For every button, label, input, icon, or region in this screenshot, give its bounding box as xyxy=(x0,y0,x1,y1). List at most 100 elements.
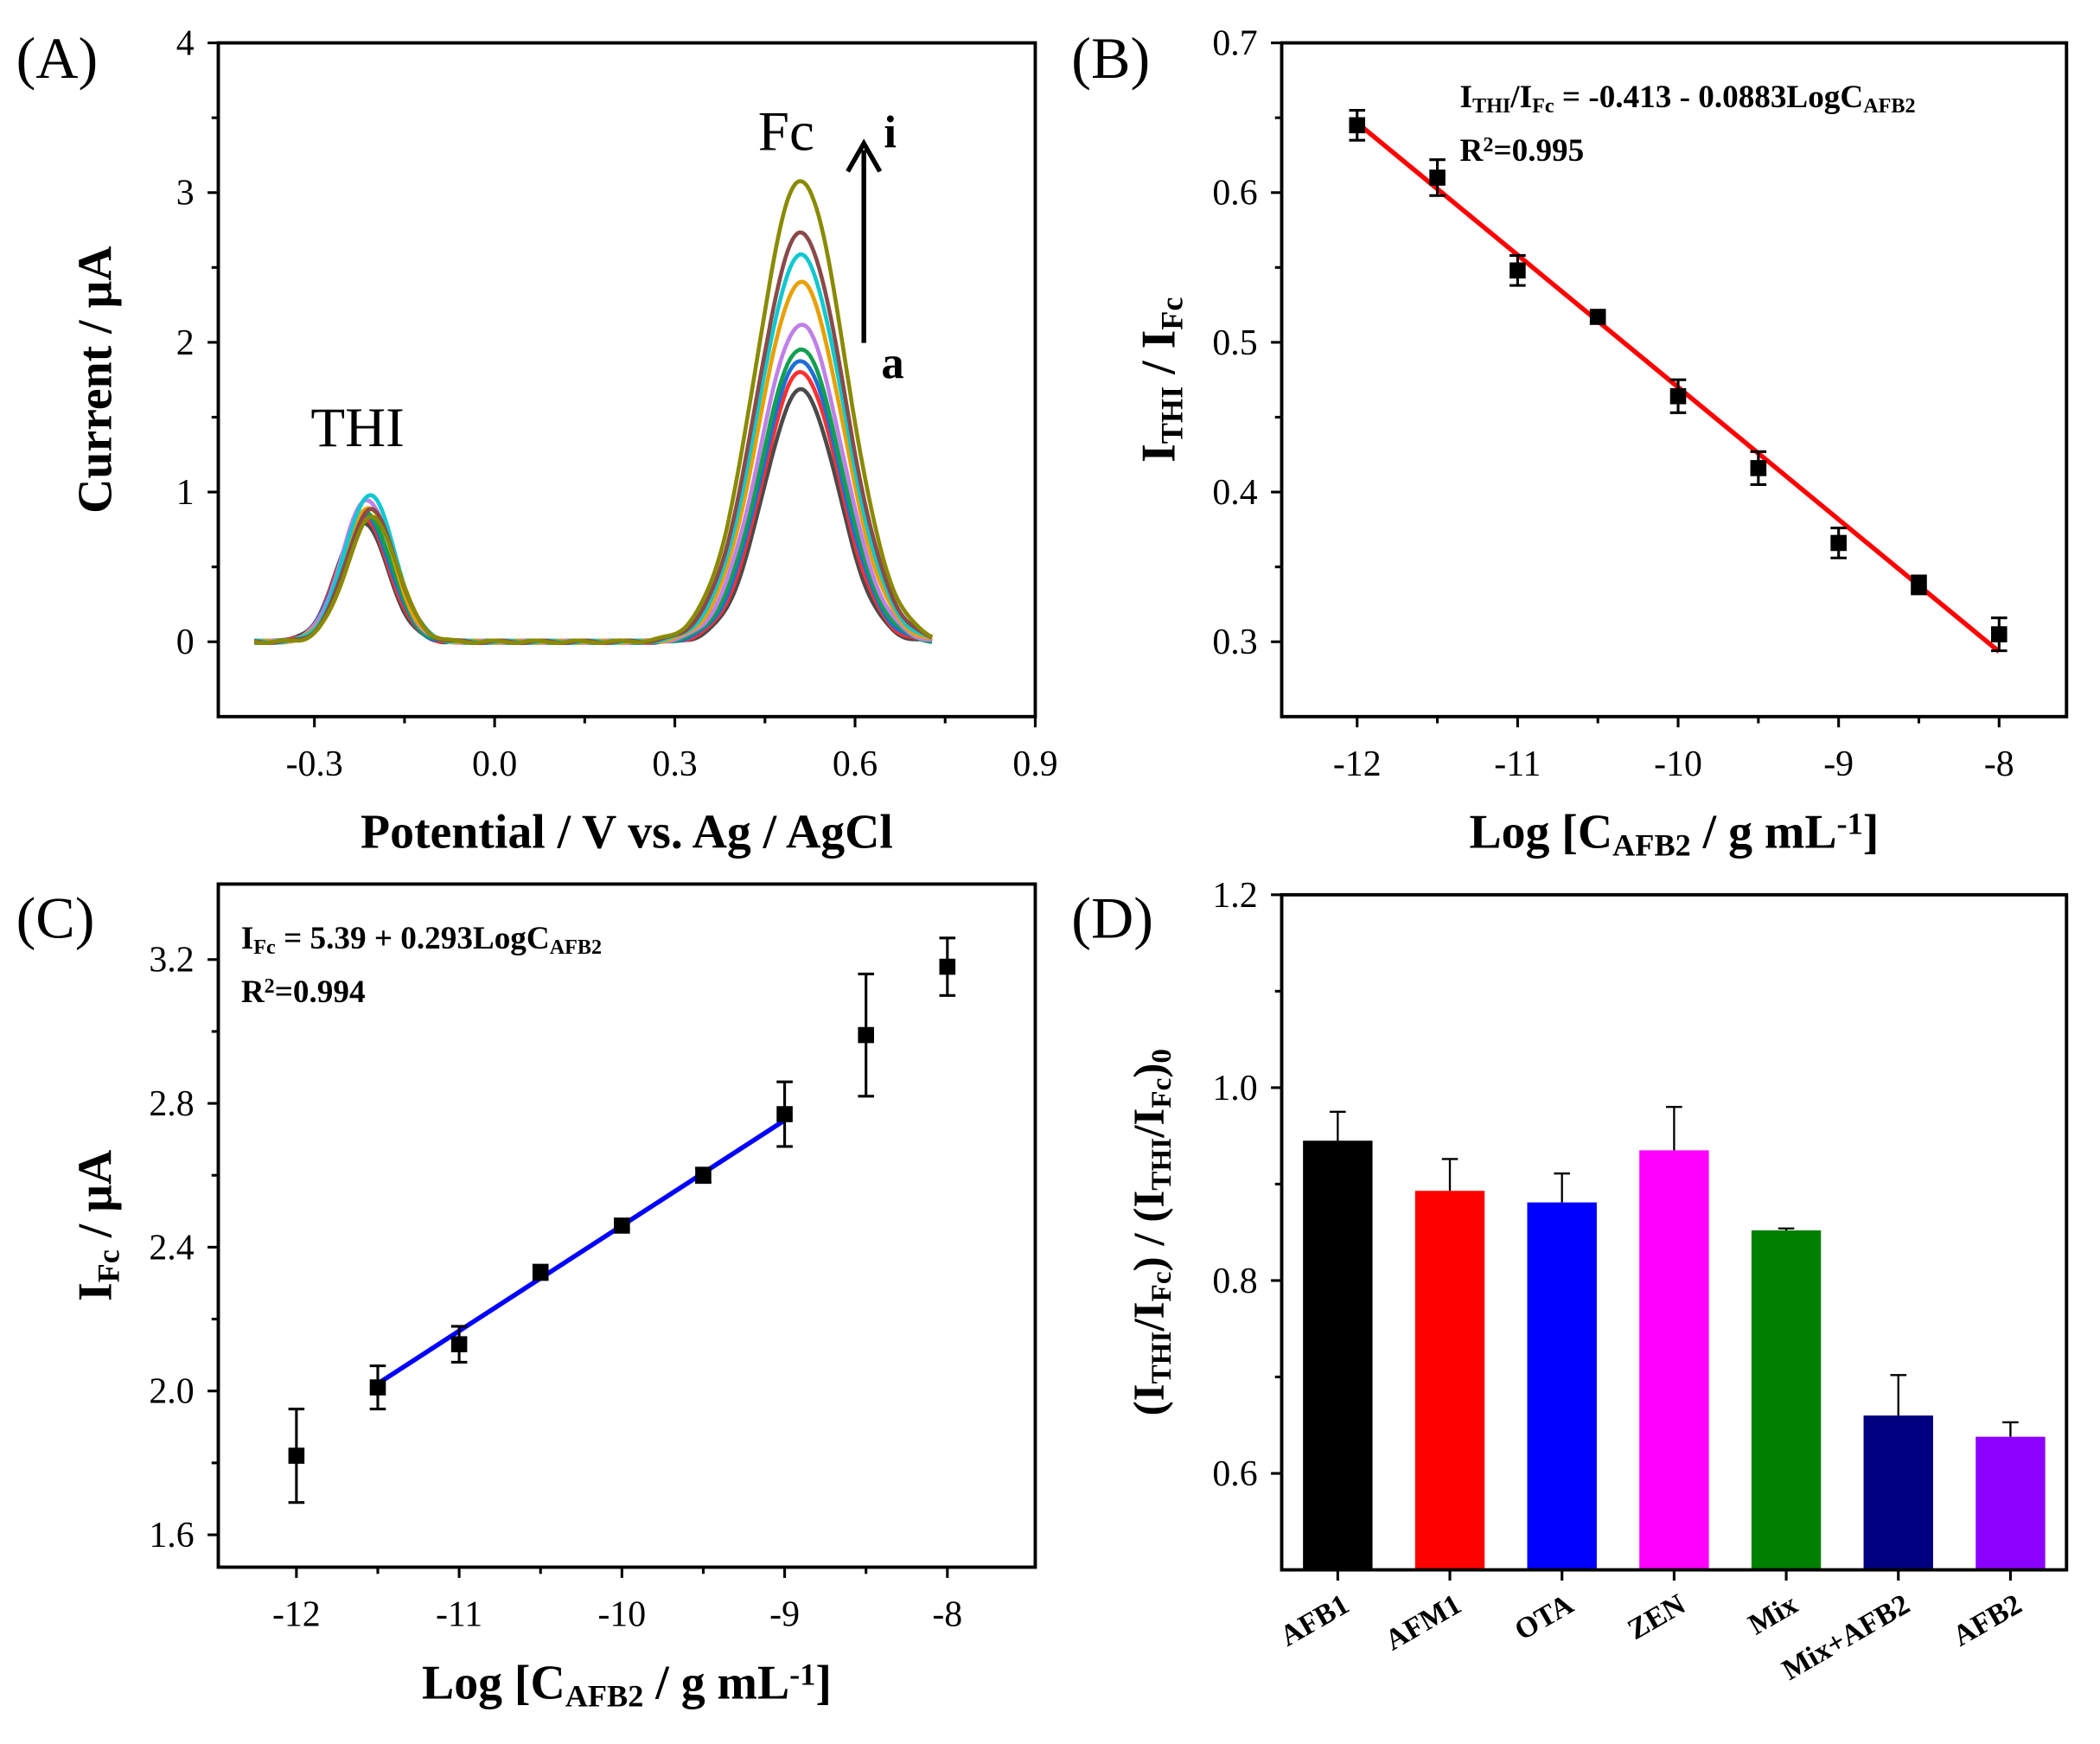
data-point xyxy=(1349,117,1366,134)
x-axis-label-part: AFB2 xyxy=(1612,828,1691,863)
fit-equation: IFc = 5.39 + 0.293LogCAFB2 xyxy=(241,921,602,959)
thi-peak-label: THI xyxy=(310,397,404,459)
arrow-label-top: i xyxy=(884,107,897,157)
data-point xyxy=(450,1336,468,1352)
y-axis-label-part: 0 xyxy=(1146,1049,1178,1064)
bar-ota xyxy=(1527,1202,1597,1570)
panel-d: (D) 0.6 0.8 1.0 1.2 AFB1 AFM1 OTA ZEN MixMix+AFB2… xyxy=(1071,876,2069,1687)
x-axis-label-part: / g mL xyxy=(643,1656,789,1709)
x-axis-label: Potential / V vs. Ag / AgCl xyxy=(361,806,893,859)
fit-equation-part: = 5.39 + 0.293LogC xyxy=(276,921,550,956)
dpv-curve-e xyxy=(253,323,933,645)
x-axis-label-part: / g mL xyxy=(1691,806,1837,859)
y-axis-label-part: I xyxy=(69,1282,123,1301)
x-tick-label: 0.6 xyxy=(833,744,878,784)
bar-afb1 xyxy=(1303,1140,1373,1570)
fit-equation-part: = -0.413 - 0.0883LogC xyxy=(1554,80,1864,115)
bar-mix+afb2 xyxy=(1863,1415,1933,1570)
x-tick-label: -12 xyxy=(272,1595,321,1635)
x-tick-label: -9 xyxy=(1823,744,1854,784)
x-axis-label-part: -1 xyxy=(789,1657,815,1691)
y-axis-label-part: /I xyxy=(1125,1301,1174,1332)
data-point xyxy=(1991,626,2007,642)
y-axis-label-part: THI xyxy=(1146,1332,1178,1384)
fit-equation-part: I xyxy=(1460,80,1472,115)
x-tick-label: -11 xyxy=(436,1595,482,1635)
x-axis-label-part: ] xyxy=(815,1656,832,1709)
x-tick-label: -11 xyxy=(1494,744,1541,784)
data-point xyxy=(532,1264,549,1281)
x-tick-label: OTA xyxy=(1510,1588,1580,1647)
x-axis-label-part: Log [C xyxy=(1469,806,1612,859)
data-point xyxy=(776,1106,793,1122)
x-tick-label: -8 xyxy=(932,1595,962,1635)
x-tick-label: -12 xyxy=(1333,744,1382,784)
y-tick-label: 0.7 xyxy=(1212,24,1257,64)
x-tick-label: AFB2 xyxy=(1948,1588,2027,1653)
y-tick-label: 0.5 xyxy=(1212,323,1257,363)
data-point xyxy=(1429,169,1446,186)
y-tick-label: 3.2 xyxy=(149,941,194,981)
data-point xyxy=(614,1217,630,1234)
panel-label: (B) xyxy=(1071,25,1150,91)
x-tick-label: ZEN xyxy=(1623,1588,1692,1646)
y-axis-label: ITHI / IFc xyxy=(1133,297,1190,462)
x-axis-label: Log [CAFB2 / g mL-1] xyxy=(422,1656,832,1713)
r-squared-part: R xyxy=(241,974,265,1010)
bar-zen xyxy=(1639,1150,1709,1570)
y-tick-label: 0.8 xyxy=(1212,1262,1257,1301)
arrow-head-icon xyxy=(846,138,883,173)
bar-afb2 xyxy=(1976,1436,2046,1570)
y-tick-label: 1.6 xyxy=(149,1516,194,1556)
x-tick-label: -9 xyxy=(769,1595,800,1635)
y-tick-label: 4 xyxy=(176,24,195,64)
fit-equation: ITHI/IFc = -0.413 - 0.0883LogCAFB2 xyxy=(1460,80,1916,118)
data-point xyxy=(1830,534,1847,552)
r-squared-part: =0.994 xyxy=(275,974,366,1010)
y-axis-label: (ITHI/IFc) / (ITHI/IFc)0 xyxy=(1125,1049,1178,1415)
fc-peak-label: Fc xyxy=(758,101,814,163)
x-tick-label: Mix xyxy=(1743,1588,1803,1641)
y-axis-label-part: Fc xyxy=(1146,1271,1178,1301)
x-tick-label: -8 xyxy=(1984,744,2014,784)
y-tick-label: 1 xyxy=(176,473,195,513)
y-tick-label: 2.0 xyxy=(149,1372,194,1412)
y-axis-label-part: (I xyxy=(1125,1383,1174,1415)
r-squared-part: 2 xyxy=(1483,133,1493,157)
data-point xyxy=(1510,262,1526,279)
bar-afm1 xyxy=(1414,1191,1485,1570)
x-tick-label: -10 xyxy=(597,1595,646,1635)
y-axis-label-part: Fc xyxy=(1155,297,1190,329)
y-axis-label-part: /I xyxy=(1125,1108,1174,1139)
data-point xyxy=(695,1166,712,1184)
data-point xyxy=(1589,309,1606,325)
y-tick-label: 0.3 xyxy=(1212,623,1257,662)
r-squared-part: R xyxy=(1460,133,1484,169)
x-tick-label: -10 xyxy=(1654,744,1702,784)
x-axis-label-part: ] xyxy=(1863,806,1880,859)
data-point xyxy=(369,1379,386,1396)
y-axis-label: IFc / μA xyxy=(69,1150,126,1301)
x-tick-label: AFM1 xyxy=(1380,1588,1466,1657)
y-axis-label-part: / I xyxy=(1133,330,1186,386)
y-axis-label-part: / μA xyxy=(69,1150,123,1249)
y-axis-label-part: Fc xyxy=(92,1249,126,1282)
data-point xyxy=(288,1447,305,1464)
y-tick-label: 1.2 xyxy=(1212,876,1257,916)
y-axis-label-part: THI xyxy=(1146,1138,1178,1191)
y-tick-label: 0.6 xyxy=(1212,1454,1257,1494)
fit-line xyxy=(376,1118,787,1386)
y-axis-label-part: ) / (I xyxy=(1125,1191,1174,1272)
x-axis-label-part: Potential / V vs. Ag / AgCl xyxy=(361,806,893,859)
r-squared-part: 2 xyxy=(265,974,275,998)
x-axis-label-part: -1 xyxy=(1837,806,1863,840)
y-axis-label-part: Current / μA xyxy=(69,246,123,514)
r-squared: R2=0.995 xyxy=(1460,133,1585,169)
y-axis-label-part: Fc xyxy=(1146,1078,1178,1108)
plot-frame xyxy=(216,882,1037,1569)
fit-equation-part: /I xyxy=(1510,80,1532,115)
fit-equation-part: Fc xyxy=(1532,94,1554,118)
